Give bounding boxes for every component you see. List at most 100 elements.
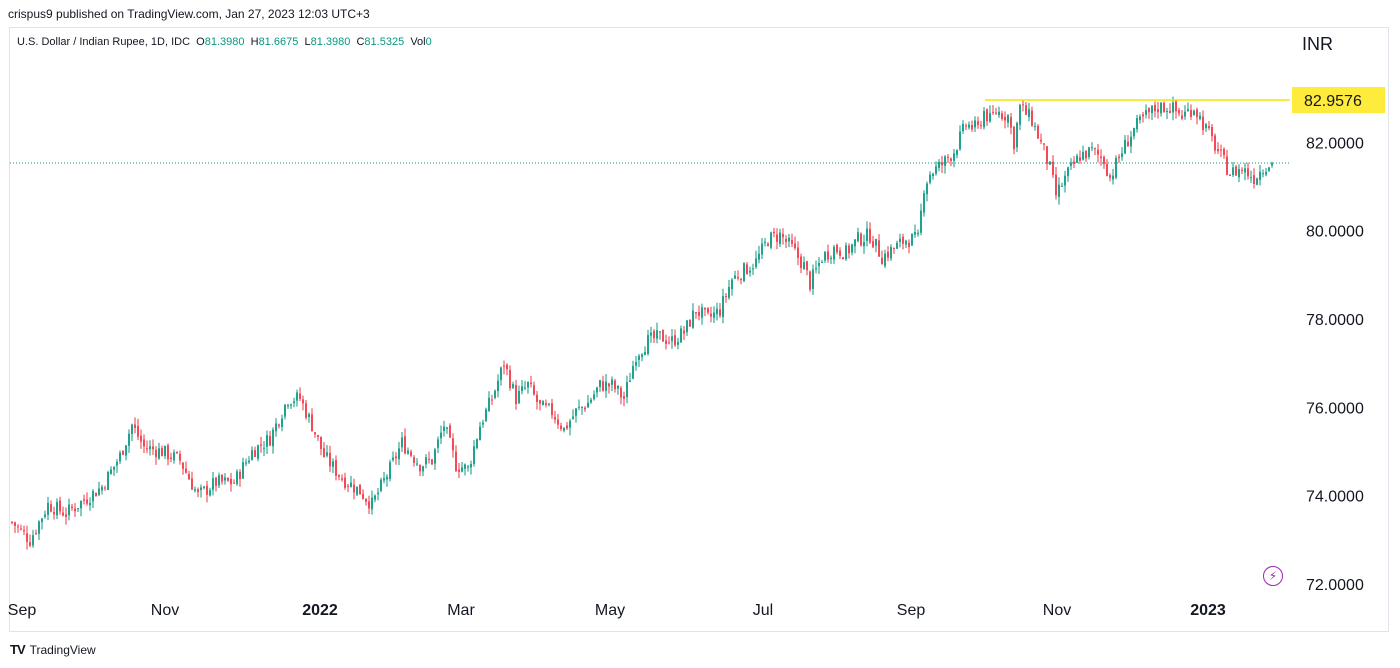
candle-body [314,432,316,434]
candle-body [110,469,112,473]
candle-down [17,524,19,533]
footer-brand[interactable]: TradingView [30,643,96,657]
candle-body [239,472,241,479]
candle-down [608,383,610,394]
candle-up [236,469,238,486]
candle-up [632,361,634,380]
candle-body [95,493,97,496]
candle-body [860,234,862,246]
candle-body [1271,163,1273,165]
candle-down [842,257,844,260]
candle-body [1082,152,1084,160]
candle-body [434,449,436,463]
candle-up [467,465,469,472]
candle-down [1211,124,1213,142]
candle-down [509,365,511,391]
candle-body [677,342,679,345]
candle-body [626,382,628,397]
candle-body [695,312,697,313]
candle-body [68,505,70,516]
candle-body [50,504,52,511]
candle-body [1052,162,1054,175]
candle-down [1178,108,1180,116]
candle-down [1190,104,1192,120]
candle-down [881,251,883,265]
candle-up [605,374,607,398]
candle-body [1154,105,1156,111]
candle-body [446,428,448,429]
candle-up [80,500,82,516]
candle-up [875,239,877,252]
candle-down [146,441,148,454]
candle-body [449,425,451,437]
candle-body [1265,172,1267,175]
candle-down [215,477,217,492]
candle-body [578,407,580,408]
candle-down [698,306,700,321]
candle-body [1253,175,1255,184]
candle-up [953,149,955,167]
candle-down [221,474,223,485]
candle-down [455,445,457,472]
candle-body [140,436,142,442]
candle-down [827,244,829,262]
candle-up [944,155,946,174]
candle-body [557,419,559,424]
candle-body [1208,126,1210,128]
candle-body [722,296,724,317]
candle-up [125,445,127,460]
candle-body [416,464,418,465]
candle-body [635,362,637,366]
candle-body [881,258,883,265]
candle-body [167,445,169,459]
candle-down [1181,110,1183,120]
candle-down [1013,126,1015,154]
candle-body [986,109,988,121]
candle-body [1118,157,1120,158]
candle-body [1055,175,1057,196]
candle-body [1205,124,1207,128]
candle-body [17,526,19,527]
candle-down [1040,134,1042,145]
candle-body [143,439,145,446]
candle-body [1061,186,1063,187]
candle-body [617,386,619,389]
candle-body [584,408,586,410]
candle-body [680,328,682,342]
candle-body [512,384,514,388]
candle-down [1241,167,1243,174]
candle-up [905,240,907,248]
candle-body [515,385,517,404]
candle-up [752,264,754,275]
candle-down [986,108,988,126]
candle-body [191,478,193,489]
candle-down [179,451,181,465]
lightning-icon[interactable]: ⚡ [1263,566,1283,586]
candle-body [308,414,310,417]
candle-body [902,237,904,244]
candle-down [1100,149,1102,165]
candle-down [62,507,64,517]
candle-body [875,239,877,246]
candle-body [1169,111,1171,113]
candle-body [1136,118,1138,129]
candle-up [437,437,439,453]
candle-body [107,472,109,490]
candle-up [833,245,835,264]
candle-down [317,435,319,441]
candle-up [917,229,919,236]
candle-body [470,464,472,467]
candle-body [1064,176,1066,186]
candle-body [341,479,343,480]
candle-body [785,239,787,242]
candle-up [635,356,637,371]
candle-up [308,412,310,422]
candle-down [104,486,106,491]
candle-body [410,452,412,456]
candle-body [1220,149,1222,150]
candle-up [701,304,703,325]
candle-up [470,461,472,475]
candle-up [128,429,130,453]
x-tick-label: May [595,602,625,619]
